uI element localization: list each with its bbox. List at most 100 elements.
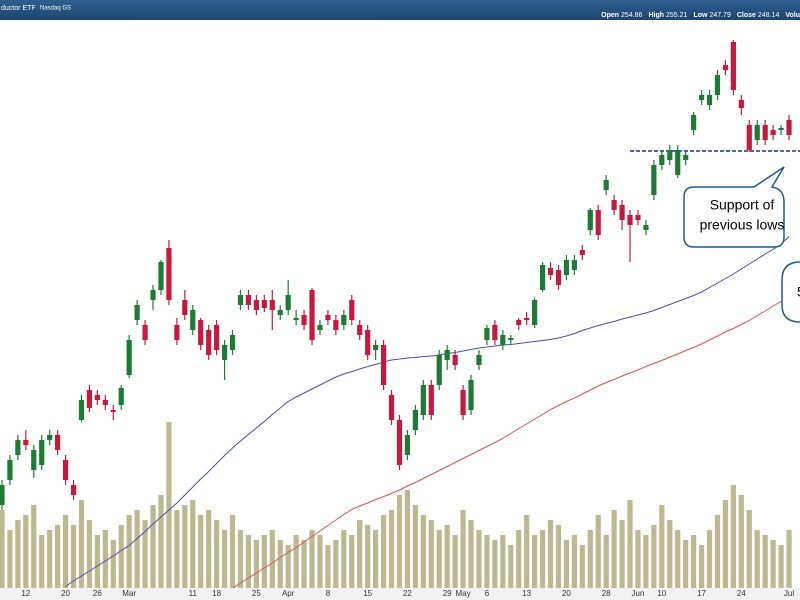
volume-bar bbox=[619, 520, 625, 588]
volume-bar bbox=[94, 535, 100, 588]
candle-body bbox=[253, 300, 259, 310]
volume-bar bbox=[444, 525, 450, 588]
x-tick-label: 29 bbox=[443, 589, 452, 598]
candle-body bbox=[619, 205, 625, 220]
volume-bar bbox=[547, 520, 554, 588]
candle-body bbox=[388, 395, 395, 420]
moving-average bbox=[232, 296, 790, 588]
x-tick-label: 6 bbox=[485, 589, 490, 598]
volume-bar bbox=[524, 515, 530, 588]
volume-bar bbox=[388, 510, 395, 588]
volume-bar bbox=[476, 530, 482, 588]
volume-bar bbox=[460, 510, 466, 588]
x-tick-label: May bbox=[456, 589, 471, 598]
quote-value: 255.21 bbox=[666, 12, 688, 19]
candle-body bbox=[182, 300, 188, 315]
volume-bar bbox=[571, 535, 577, 588]
candle-body bbox=[547, 268, 554, 275]
volume-bar bbox=[555, 525, 562, 588]
volume-bar bbox=[78, 500, 85, 588]
volume-bar bbox=[70, 525, 77, 588]
x-tick-label: 15 bbox=[363, 589, 372, 598]
header-exchange: Nasdaq GS bbox=[40, 6, 71, 12]
x-tick-label: 18 bbox=[212, 589, 221, 598]
volume-bar bbox=[412, 505, 418, 588]
candle-body bbox=[404, 435, 411, 455]
candle-body bbox=[373, 345, 379, 350]
volume-bar bbox=[428, 520, 434, 588]
volume-bar bbox=[738, 495, 744, 588]
quote-label: Close bbox=[737, 12, 756, 19]
quote-label: Low bbox=[693, 12, 708, 19]
volume-bar bbox=[762, 535, 768, 588]
candle-body bbox=[770, 130, 776, 135]
volume-bar bbox=[166, 422, 172, 588]
candle-body bbox=[221, 345, 228, 360]
volume-bar bbox=[484, 535, 490, 588]
x-tick-label: 17 bbox=[697, 589, 706, 598]
volume-bar bbox=[174, 510, 180, 588]
volume-bar bbox=[277, 540, 283, 588]
volume-bar bbox=[357, 520, 363, 588]
callout-text: Support of bbox=[710, 197, 775, 213]
candle-body bbox=[166, 248, 172, 300]
x-tick-label: 24 bbox=[737, 589, 746, 598]
volume-bar bbox=[500, 535, 506, 588]
candle-body bbox=[714, 75, 721, 95]
volume-bar bbox=[404, 490, 411, 588]
volume-bar bbox=[47, 530, 53, 588]
candle-body bbox=[516, 320, 522, 325]
header-title: ductor ETF bbox=[1, 5, 36, 12]
candle-body bbox=[110, 410, 116, 412]
moving-average bbox=[65, 236, 790, 587]
candle-body bbox=[158, 262, 164, 290]
volume-bar bbox=[659, 505, 665, 588]
candle-body bbox=[500, 335, 506, 345]
candle-body bbox=[746, 125, 752, 150]
candle-body bbox=[436, 355, 442, 385]
candle-body bbox=[667, 150, 673, 160]
volume-bar bbox=[452, 535, 458, 588]
volume-bar bbox=[420, 515, 426, 588]
volume-bar bbox=[150, 505, 156, 588]
candle-body bbox=[706, 95, 713, 105]
candle-body bbox=[126, 340, 132, 375]
candle-body bbox=[237, 295, 244, 305]
x-tick-label: 12 bbox=[21, 589, 30, 598]
header-quote: Open 254.86 High 255.21 Low 247.79 Close 248.14… bbox=[601, 12, 800, 19]
x-tick-label: Jul bbox=[784, 589, 794, 598]
candle-body bbox=[142, 325, 148, 340]
candle-body bbox=[245, 295, 252, 305]
x-tick-label: 26 bbox=[93, 589, 102, 598]
volume-bar bbox=[516, 530, 522, 588]
volume-bar bbox=[309, 530, 315, 588]
volume-bar bbox=[221, 530, 228, 588]
candle-body bbox=[468, 380, 474, 410]
volume-bar bbox=[349, 535, 355, 588]
volume-bar bbox=[317, 535, 323, 588]
callout-text: 5 bbox=[797, 284, 800, 300]
x-tick-label: 13 bbox=[522, 589, 531, 598]
volume-bar bbox=[325, 545, 331, 588]
candle-body bbox=[532, 300, 538, 325]
volume-bar bbox=[651, 525, 657, 588]
volume-bar bbox=[373, 530, 379, 588]
quote-value: 254.86 bbox=[621, 12, 643, 19]
candle-body bbox=[738, 100, 744, 108]
candle-body bbox=[595, 210, 601, 235]
volume-bar bbox=[86, 520, 93, 588]
candle-body bbox=[15, 440, 21, 455]
volume-bar bbox=[245, 535, 252, 588]
candle-body bbox=[214, 325, 220, 350]
candle-body bbox=[476, 355, 482, 365]
volume-bar bbox=[261, 535, 267, 588]
volume-bar bbox=[603, 535, 609, 588]
volume-bar bbox=[643, 535, 649, 588]
candle-body bbox=[675, 150, 681, 175]
candle-body bbox=[325, 315, 331, 320]
x-tick-label: Apr bbox=[282, 589, 295, 598]
candle-body bbox=[7, 460, 13, 480]
candle-body bbox=[420, 385, 426, 415]
volume-bar bbox=[492, 540, 498, 588]
volume-bar bbox=[39, 535, 45, 588]
